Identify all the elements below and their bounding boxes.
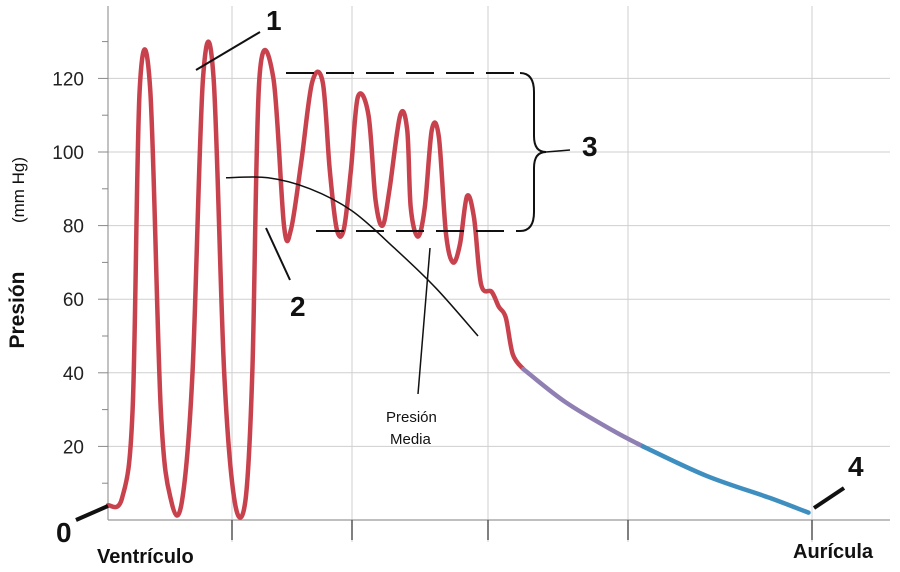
annotation-line-1: Presión — [386, 409, 437, 426]
marker-4: 4 — [848, 451, 864, 482]
y-tick-label: 80 — [63, 217, 84, 238]
marker-2-pointer — [265, 227, 291, 281]
annotation-pointer — [417, 247, 431, 395]
marker-1-pointer — [195, 31, 261, 71]
annotation-line-2: Media — [390, 431, 432, 448]
marker-2: 2 — [290, 291, 306, 322]
y-axis-unit: (mm Hg) — [9, 157, 28, 223]
y-axis: 20 40 60 80 100 120 — [52, 6, 109, 520]
marker-3: 3 — [582, 131, 598, 162]
pressure-curve-segment-1 — [105, 39, 526, 520]
pressure-curve-segment-2 — [521, 366, 646, 449]
origin-marker-line — [75, 504, 109, 522]
y-tick-label: 40 — [63, 364, 84, 385]
x-label-auricula: Aurícula — [793, 541, 874, 563]
y-tick-label: 100 — [52, 143, 84, 164]
y-tick-label: 20 — [63, 437, 84, 458]
y-tick-label: 120 — [52, 69, 84, 90]
origin-label: 0 — [56, 517, 72, 548]
gridlines — [108, 6, 890, 542]
pressure-curve — [105, 39, 811, 520]
x-axis — [108, 519, 890, 540]
pressure-curve-segment-3 — [640, 444, 811, 515]
y-axis-title: Presión — [6, 271, 29, 348]
y-tick-label: 60 — [63, 290, 84, 311]
marker-3-pointer — [545, 149, 571, 153]
mean-pressure-line — [225, 176, 479, 337]
marker-1: 1 — [266, 5, 282, 36]
marker-4-line — [812, 486, 846, 510]
x-label-ventriculo: Ventrículo — [97, 546, 194, 568]
